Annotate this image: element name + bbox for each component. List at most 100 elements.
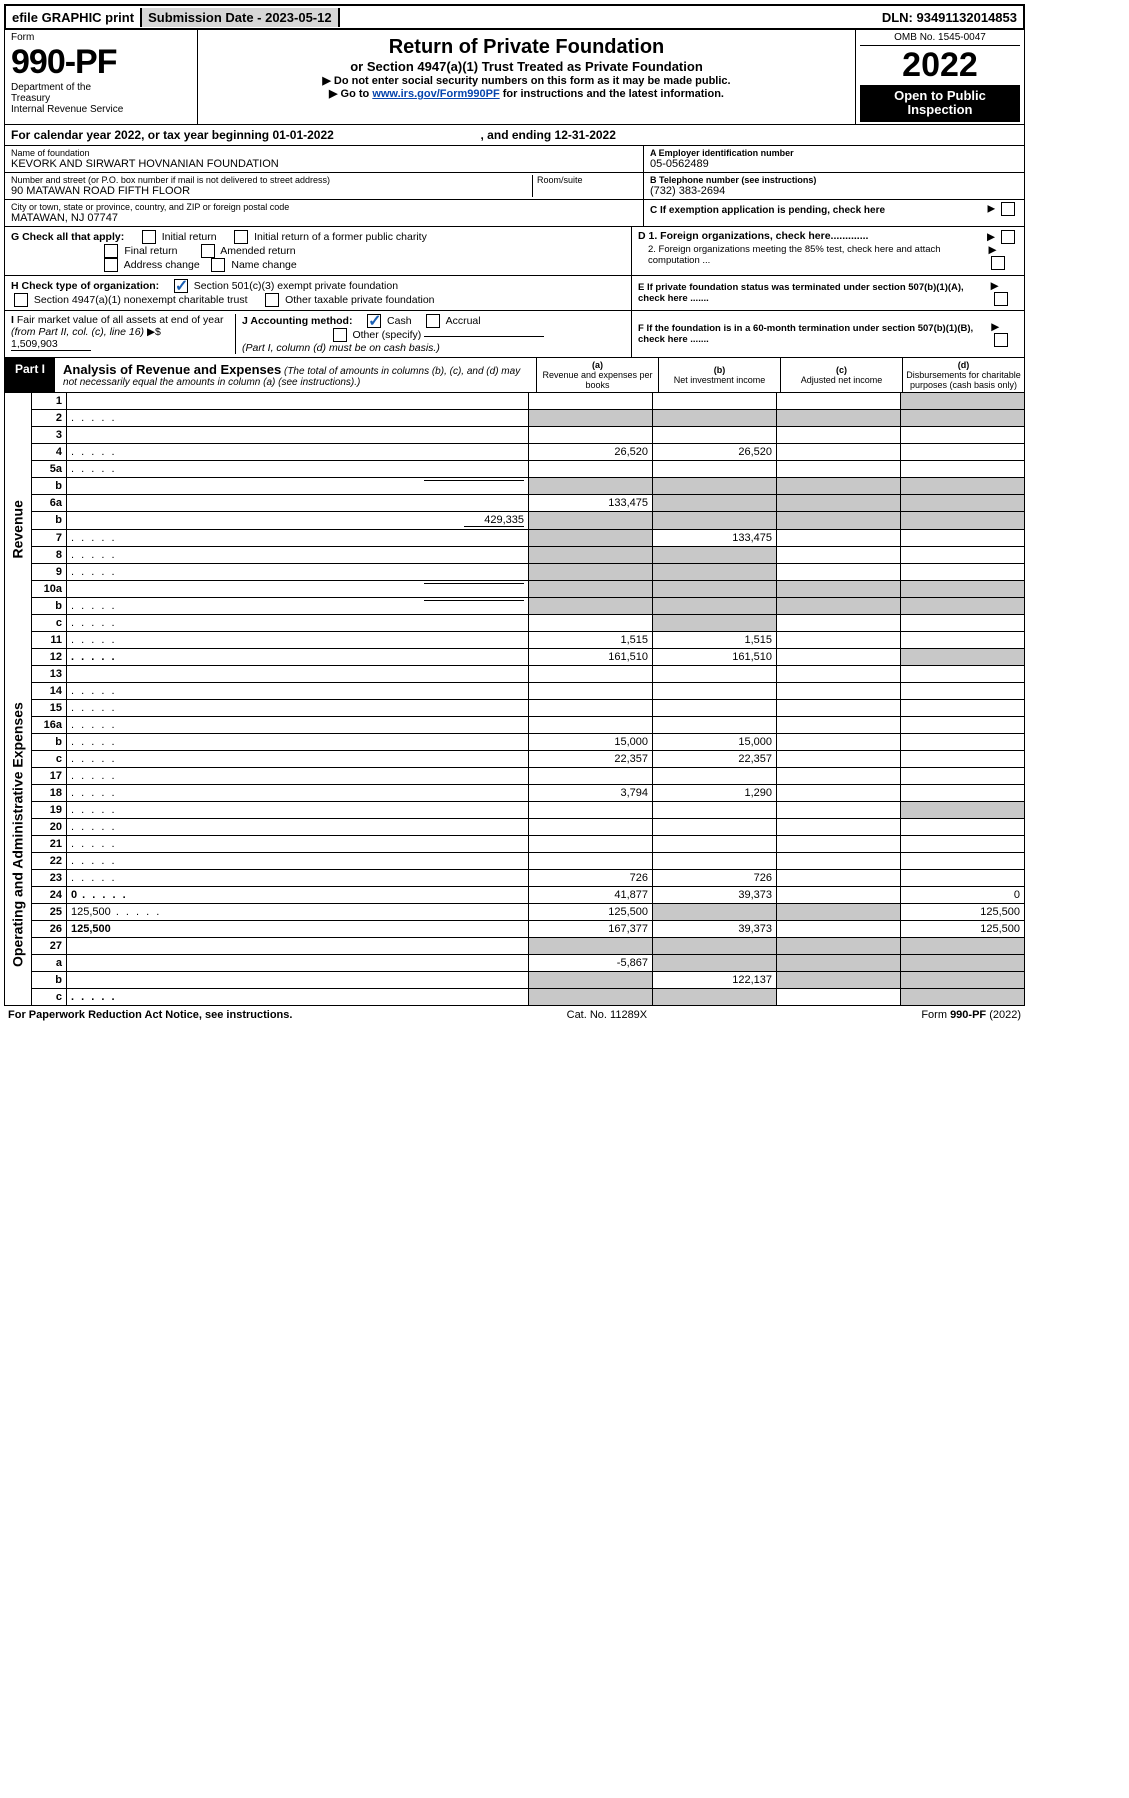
h1-text: Section 501(c)(3) exempt private foundat… bbox=[194, 279, 398, 291]
table-row: 15 bbox=[5, 699, 1025, 716]
amt-c bbox=[777, 971, 901, 988]
amt-c bbox=[777, 699, 901, 716]
amt-a bbox=[529, 460, 653, 477]
amt-d bbox=[901, 511, 1025, 529]
line-num: 17 bbox=[32, 767, 67, 784]
amt-d bbox=[901, 971, 1025, 988]
amt-d bbox=[901, 563, 1025, 580]
table-row: b bbox=[5, 477, 1025, 494]
amt-a bbox=[529, 767, 653, 784]
amt-b bbox=[653, 409, 777, 426]
line-desc bbox=[67, 460, 529, 477]
line-num: 19 bbox=[32, 801, 67, 818]
part1-grid: Revenue123426,52026,5205ab 6a133,475b 42… bbox=[4, 393, 1025, 1006]
amt-d bbox=[901, 954, 1025, 971]
table-row: c22,35722,357 bbox=[5, 750, 1025, 767]
amt-a: 167,377 bbox=[529, 920, 653, 937]
amt-b: 133,475 bbox=[653, 529, 777, 546]
line-desc bbox=[67, 818, 529, 835]
table-row: 21 bbox=[5, 835, 1025, 852]
cb-cash[interactable] bbox=[367, 314, 381, 328]
he-section: H Check type of organization: Section 50… bbox=[4, 276, 1025, 311]
table-row: 26125,500167,37739,373125,500 bbox=[5, 920, 1025, 937]
cb-initial-former[interactable] bbox=[234, 230, 248, 244]
amt-b: 39,373 bbox=[653, 920, 777, 937]
amt-a bbox=[529, 716, 653, 733]
efile-label[interactable]: efile GRAPHIC print bbox=[6, 8, 142, 27]
amt-d bbox=[901, 852, 1025, 869]
cb-other-acct[interactable] bbox=[333, 328, 347, 342]
line-desc: 429,335 bbox=[67, 511, 529, 529]
amt-a bbox=[529, 529, 653, 546]
cb-amended[interactable] bbox=[201, 244, 215, 258]
line-desc bbox=[67, 426, 529, 443]
amt-a bbox=[529, 580, 653, 597]
amt-c bbox=[777, 750, 901, 767]
instr-link[interactable]: www.irs.gov/Form990PF bbox=[372, 88, 499, 100]
amt-d bbox=[901, 767, 1025, 784]
amt-a: 133,475 bbox=[529, 494, 653, 511]
footer-left: For Paperwork Reduction Act Notice, see … bbox=[8, 1009, 292, 1021]
page-footer: For Paperwork Reduction Act Notice, see … bbox=[4, 1006, 1025, 1024]
table-row: Operating and Administrative Expenses13 bbox=[5, 665, 1025, 682]
meta-left: Name of foundation KEVORK AND SIRWART HO… bbox=[5, 146, 643, 226]
amt-a: -5,867 bbox=[529, 954, 653, 971]
line-desc bbox=[67, 699, 529, 716]
part1-desc: Analysis of Revenue and Expenses (The to… bbox=[55, 358, 536, 392]
h3-text: Other taxable private foundation bbox=[285, 293, 434, 305]
cb-addr-change[interactable] bbox=[104, 258, 118, 272]
opt-initial-former: Initial return of a former public charit… bbox=[254, 230, 427, 242]
amt-a: 125,500 bbox=[529, 903, 653, 920]
d2-text: 2. Foreign organizations meeting the 85%… bbox=[638, 244, 988, 270]
part1-header: Part I Analysis of Revenue and Expenses … bbox=[4, 358, 1025, 393]
cb-501c3[interactable] bbox=[174, 279, 188, 293]
meta-right: A Employer identification number 05-0562… bbox=[643, 146, 1024, 226]
amt-a bbox=[529, 971, 653, 988]
e-checkbox[interactable] bbox=[994, 292, 1008, 306]
fmv-value: 1,509,903 bbox=[11, 338, 91, 351]
cb-4947[interactable] bbox=[14, 293, 28, 307]
amt-d bbox=[901, 477, 1025, 494]
line-num: b bbox=[32, 597, 67, 614]
f-checkbox[interactable] bbox=[994, 333, 1008, 347]
cb-other-tax[interactable] bbox=[265, 293, 279, 307]
line-num: 8 bbox=[32, 546, 67, 563]
amt-b: 22,357 bbox=[653, 750, 777, 767]
table-row: 14 bbox=[5, 682, 1025, 699]
amt-c bbox=[777, 597, 901, 614]
cb-final[interactable] bbox=[104, 244, 118, 258]
amt-c bbox=[777, 494, 901, 511]
amt-c bbox=[777, 563, 901, 580]
amt-c bbox=[777, 682, 901, 699]
col-c-head: (c) Adjusted net income bbox=[780, 358, 902, 392]
table-row: 2 bbox=[5, 409, 1025, 426]
table-row: c bbox=[5, 988, 1025, 1005]
line-desc bbox=[67, 971, 529, 988]
amt-d bbox=[901, 699, 1025, 716]
line-desc bbox=[67, 937, 529, 954]
cb-accrual[interactable] bbox=[426, 314, 440, 328]
part1-title: Analysis of Revenue and Expenses bbox=[63, 362, 281, 377]
line-desc bbox=[67, 716, 529, 733]
amt-c bbox=[777, 426, 901, 443]
city-cell: City or town, state or province, country… bbox=[5, 200, 643, 226]
cb-initial[interactable] bbox=[142, 230, 156, 244]
cb-name-change[interactable] bbox=[211, 258, 225, 272]
amt-c bbox=[777, 818, 901, 835]
amt-a: 726 bbox=[529, 869, 653, 886]
form-label: Form bbox=[11, 32, 191, 43]
amt-d bbox=[901, 869, 1025, 886]
line-num: 18 bbox=[32, 784, 67, 801]
c-checkbox[interactable] bbox=[1001, 202, 1015, 216]
d1-checkbox[interactable] bbox=[1001, 230, 1015, 244]
table-row: 20 bbox=[5, 818, 1025, 835]
d2-checkbox[interactable] bbox=[991, 256, 1005, 270]
line-desc bbox=[67, 393, 529, 410]
line-desc bbox=[67, 852, 529, 869]
line-desc bbox=[67, 494, 529, 511]
col-b-head: (b) Net investment income bbox=[658, 358, 780, 392]
amt-c bbox=[777, 631, 901, 648]
c-cell: C If exemption application is pending, c… bbox=[644, 200, 1024, 218]
form-header: Form 990-PF Department of theTreasuryInt… bbox=[4, 30, 1025, 125]
amt-c bbox=[777, 784, 901, 801]
